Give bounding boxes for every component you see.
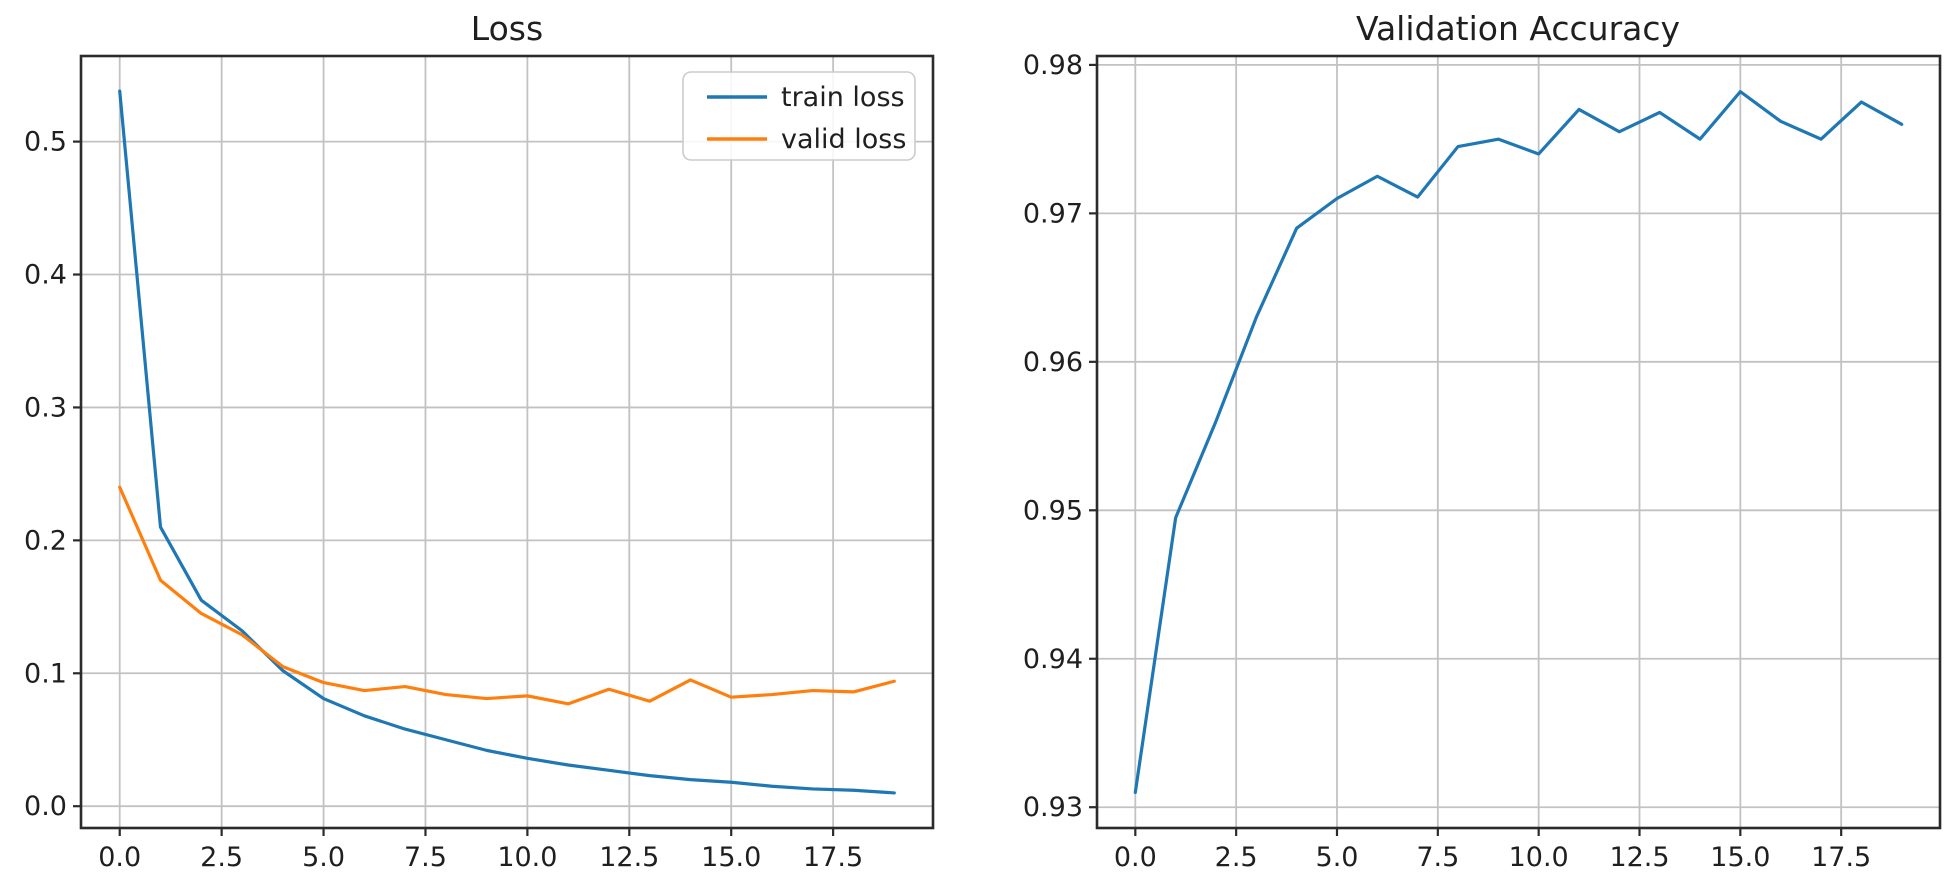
x-tick-label: 15.0 (701, 842, 761, 873)
y-tick-label: 0.98 (1023, 50, 1083, 81)
series-valid-accuracy (1133, 90, 1904, 794)
x-tick-label: 10.0 (497, 842, 557, 873)
grid (1097, 56, 1940, 828)
x-tick-label: 17.5 (803, 842, 863, 873)
x-tick-label: 10.0 (1509, 842, 1569, 873)
y-tick-label: 0.97 (1023, 198, 1083, 229)
legend-label: valid loss (781, 124, 906, 155)
x-tick-label: 12.5 (1609, 842, 1669, 873)
accuracy-chart-title: Validation Accuracy (1356, 9, 1680, 48)
plot-border (79, 54, 935, 830)
grid (81, 56, 933, 828)
y-tick-label: 0.94 (1023, 644, 1083, 675)
y-tick-label: 0.93 (1023, 792, 1083, 823)
x-tick-label: 5.0 (1316, 842, 1359, 873)
y-tick-label: 0.95 (1023, 495, 1083, 526)
loss-chart-title: Loss (471, 9, 543, 48)
x-tick-label: 5.0 (302, 842, 345, 873)
x-tick-label: 15.0 (1710, 842, 1770, 873)
y-tick-label: 0.0 (24, 791, 67, 822)
axes: 0.0 2.5 5.0 7.5 10.0 12.5 15.0 17.5 0.0 0.1 0.2 0.3… (24, 127, 863, 873)
plot-border (1095, 54, 1942, 830)
loss-chart: 0.0 2.5 5.0 7.5 10.0 12.5 15.0 17.5 0.0 0.1 0.2 0.3… (24, 54, 935, 873)
y-tick-label: 0.4 (24, 260, 67, 291)
legend-label: train loss (781, 82, 905, 113)
series-train-loss (118, 89, 896, 795)
y-tick-label: 0.96 (1023, 347, 1083, 378)
y-tick-label: 0.1 (24, 658, 67, 689)
x-tick-label: 7.5 (1416, 842, 1459, 873)
y-tick-label: 0.2 (24, 525, 67, 556)
x-tick-label: 7.5 (404, 842, 447, 873)
x-tick-label: 0.0 (1114, 842, 1157, 873)
x-tick-label: 2.5 (200, 842, 243, 873)
axes: 0.0 2.5 5.0 7.5 10.0 12.5 15.0 17.5 0.93 0.94 0.95… (1023, 50, 1871, 873)
y-tick-label: 0.3 (24, 392, 67, 423)
legend: train loss valid loss (682, 71, 916, 161)
y-tick-label: 0.5 (24, 127, 67, 158)
x-tick-label: 2.5 (1215, 842, 1258, 873)
x-tick-label: 12.5 (599, 842, 659, 873)
series-valid-loss (118, 485, 896, 706)
accuracy-chart: 0.0 2.5 5.0 7.5 10.0 12.5 15.0 17.5 0.93 0.94 0.95… (1023, 50, 1942, 873)
x-tick-label: 17.5 (1811, 842, 1871, 873)
x-tick-label: 0.0 (98, 842, 141, 873)
